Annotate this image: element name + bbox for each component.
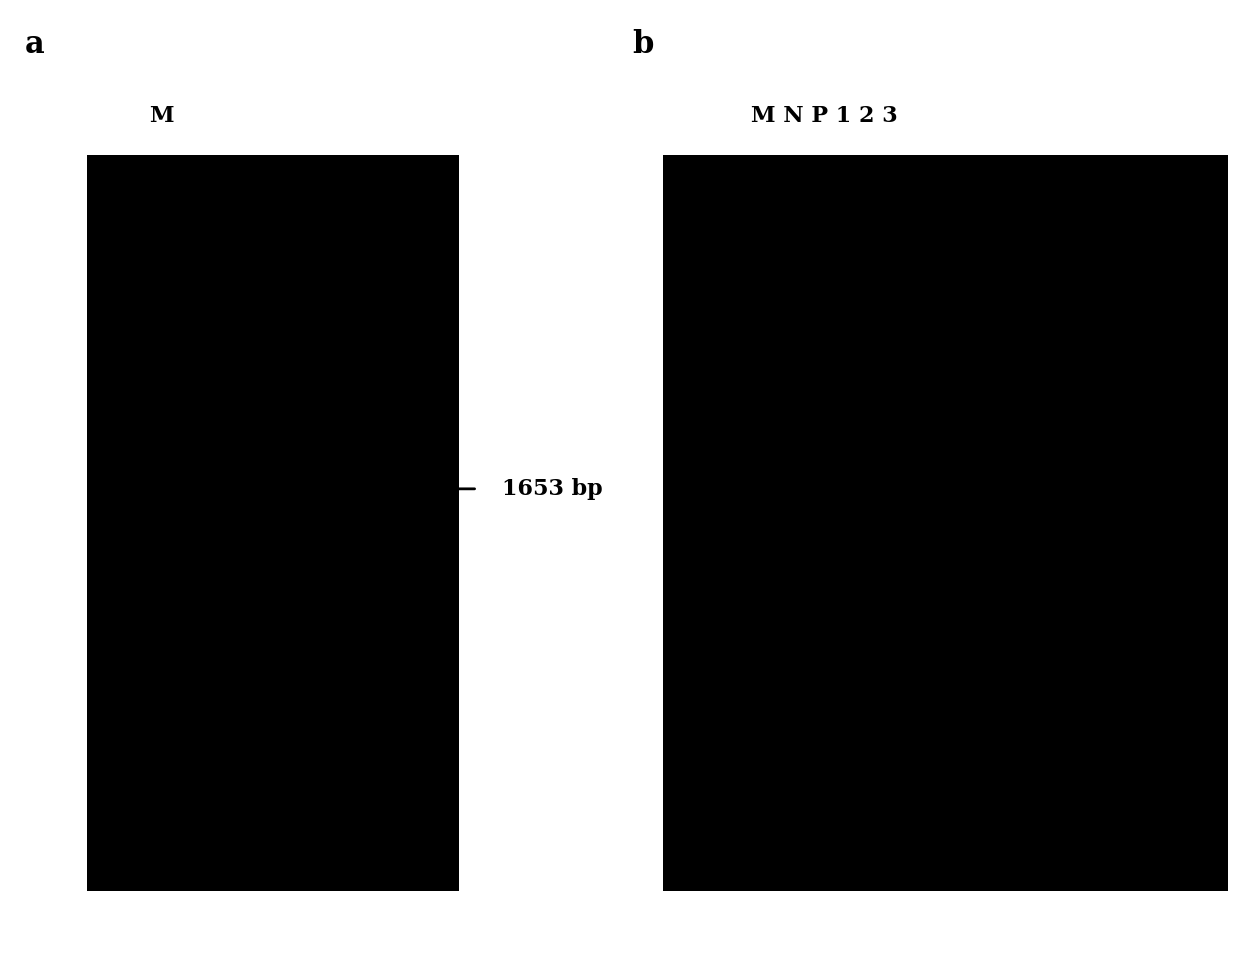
Bar xyxy=(87,155,459,891)
Text: b: b xyxy=(632,29,653,60)
Text: a: a xyxy=(25,29,45,60)
Text: M N P 1 2 3: M N P 1 2 3 xyxy=(751,106,898,127)
Text: 1653 bp: 1653 bp xyxy=(502,478,603,499)
Text: M: M xyxy=(149,106,174,127)
Bar xyxy=(663,155,1228,891)
